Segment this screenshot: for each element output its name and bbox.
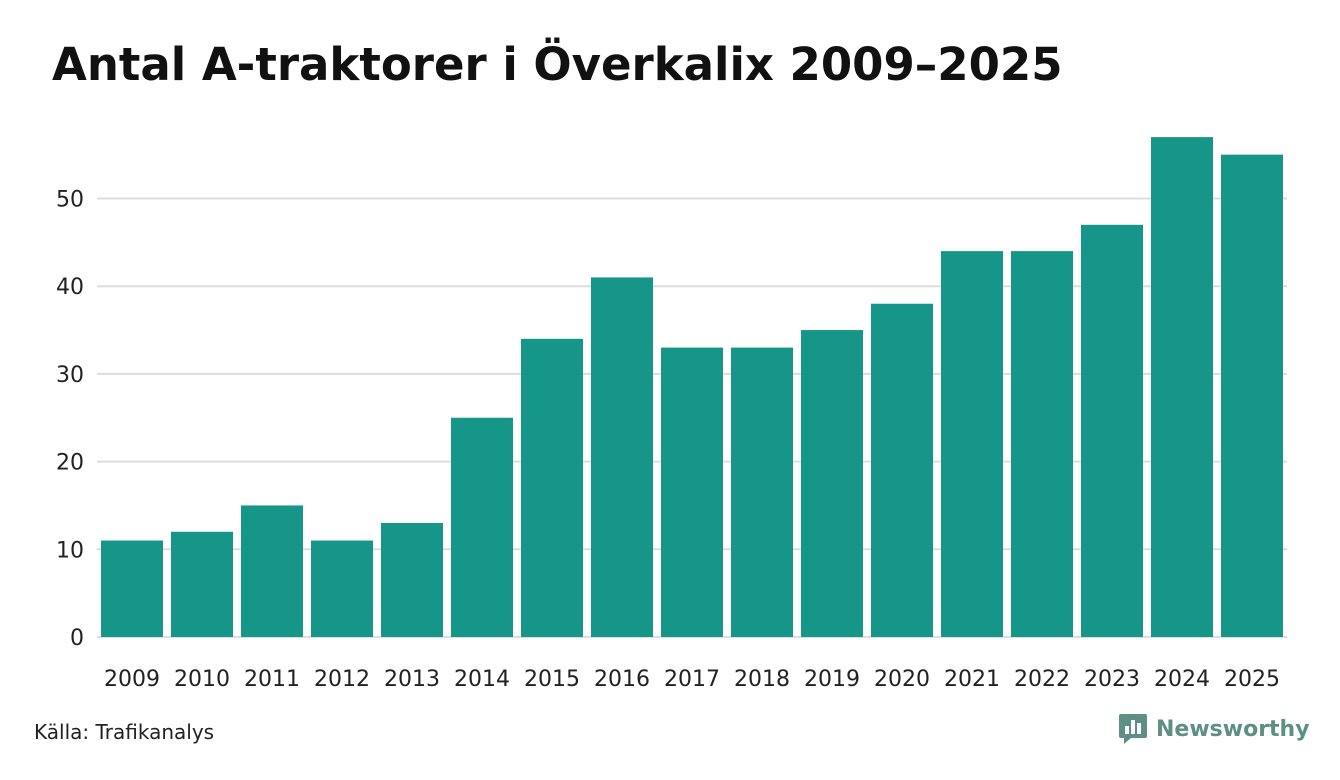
y-tick-label: 10 xyxy=(56,538,84,563)
bar-2010 xyxy=(171,531,233,637)
x-tick-label: 2023 xyxy=(1084,667,1140,692)
x-tick-label: 2021 xyxy=(944,667,1000,692)
x-tick-label: 2019 xyxy=(804,667,860,692)
x-tick-label: 2024 xyxy=(1154,667,1210,692)
bar-2021 xyxy=(941,251,1003,637)
x-tick-label: 2012 xyxy=(314,667,370,692)
bar-2025 xyxy=(1221,154,1283,637)
bars xyxy=(101,137,1283,638)
bar-2022 xyxy=(1011,251,1073,637)
x-tick-label: 2017 xyxy=(664,667,720,692)
bar-2023 xyxy=(1081,224,1143,637)
bar-2018 xyxy=(731,347,793,637)
bar-2012 xyxy=(311,540,373,637)
y-tick-label: 30 xyxy=(56,363,84,388)
bar-2019 xyxy=(801,330,863,637)
bar-2015 xyxy=(521,338,583,637)
source-note: Källa: Trafikanalys xyxy=(34,720,215,744)
y-tick-label: 40 xyxy=(56,275,84,300)
x-tick-label: 2020 xyxy=(874,667,930,692)
x-tick-label: 2018 xyxy=(734,667,790,692)
x-tick-label: 2011 xyxy=(244,667,300,692)
newsworthy-logo-icon xyxy=(1119,714,1147,744)
bar-2011 xyxy=(241,505,303,637)
bar-2014 xyxy=(451,417,513,637)
bar-2009 xyxy=(101,540,163,637)
x-tick-label: 2010 xyxy=(174,667,230,692)
x-tick-label: 2016 xyxy=(594,667,650,692)
x-tick-label: 2014 xyxy=(454,667,510,692)
y-tick-label: 50 xyxy=(56,188,84,213)
x-tick-label: 2015 xyxy=(524,667,580,692)
brand-name: Newsworthy xyxy=(1156,716,1310,742)
y-tick-label: 0 xyxy=(70,626,84,651)
x-axis-ticks: 2009 2010 2011 2012 2013 2014 2015 2016 2017 2018… xyxy=(104,667,1280,692)
bar-2016 xyxy=(591,277,653,637)
x-tick-label: 2025 xyxy=(1224,667,1280,692)
y-tick-label: 20 xyxy=(56,451,84,476)
bar-2017 xyxy=(661,347,723,637)
x-tick-label: 2009 xyxy=(104,667,160,692)
chart-title: Antal A-traktorer i Överkalix 2009–2025 xyxy=(52,38,1063,91)
bar-2024 xyxy=(1151,137,1213,638)
x-tick-label: 2022 xyxy=(1014,667,1070,692)
bar-2013 xyxy=(381,522,443,637)
bar-2020 xyxy=(871,303,933,637)
brand-logo: Newsworthy xyxy=(1118,712,1310,746)
x-tick-label: 2013 xyxy=(384,667,440,692)
y-axis-ticks: 0 10 20 30 40 50 xyxy=(56,188,84,652)
